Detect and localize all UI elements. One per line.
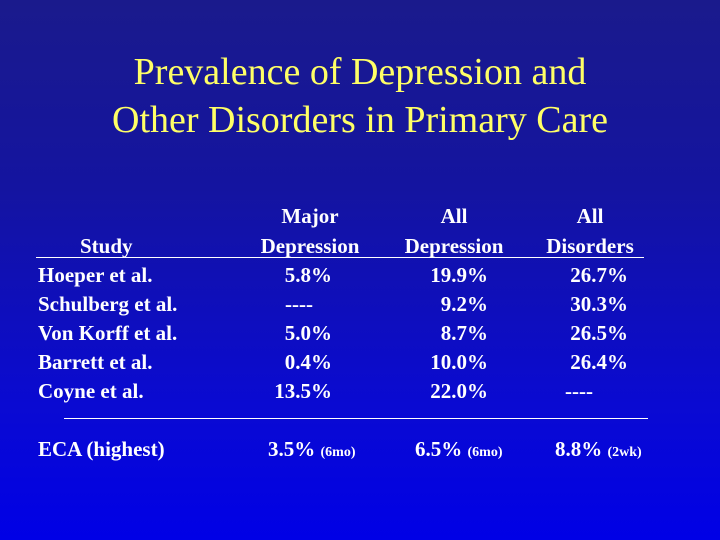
row-study: Von Korff et al.: [38, 321, 178, 345]
eca-all-depression-note: (6mo): [467, 445, 503, 460]
row-major: 0.4%: [284, 350, 332, 374]
header-major-line2: Depression: [260, 234, 360, 258]
title-line-1: Prevalence of Depression and: [133, 51, 587, 93]
title-line-2: Other Disorders in Primary Care: [112, 99, 608, 141]
header-all-depression-line2: Depression: [404, 234, 504, 258]
header-study: Study: [80, 234, 133, 258]
row-study: Hoeper et al.: [38, 263, 153, 287]
row-major: 5.0%: [284, 321, 332, 345]
header-all-disorders-line1: All: [576, 204, 604, 228]
row-major: 13.5%: [274, 379, 332, 403]
row-all-disorders: 30.3%: [570, 292, 628, 316]
slide-title: Prevalence of Depression and Other Disor…: [0, 48, 720, 144]
row-all-depression: 19.9%: [430, 263, 488, 287]
row-all-disorders: ----: [565, 379, 593, 403]
row-all-depression: 8.7%: [440, 321, 488, 345]
row-all-disorders: 26.7%: [570, 263, 628, 287]
row-all-disorders: 26.5%: [570, 321, 628, 345]
header-all-disorders-line2: Disorders: [546, 234, 634, 258]
row-all-disorders: 26.4%: [570, 350, 628, 374]
row-all-depression: 10.0%: [430, 350, 488, 374]
header-major-line1: Major: [281, 204, 339, 228]
eca-label: ECA (highest): [38, 437, 165, 461]
header-underline: [36, 257, 644, 258]
header-all-depression-line1: All: [440, 204, 468, 228]
row-all-depression: 22.0%: [430, 379, 488, 403]
row-major: 5.8%: [284, 263, 332, 287]
eca-all-disorders-value: 8.8%: [555, 437, 603, 461]
eca-major-note: (6mo): [320, 445, 356, 460]
eca-major-depression: 3.5% (6mo): [268, 437, 356, 465]
table-divider: [64, 418, 648, 419]
eca-all-depression-value: 6.5%: [415, 437, 463, 461]
eca-major-value: 3.5%: [268, 437, 316, 461]
eca-all-disorders-note: (2wk): [607, 445, 642, 460]
row-study: Coyne et al.: [38, 379, 144, 403]
eca-all-depression: 6.5% (6mo): [415, 437, 503, 465]
eca-all-disorders: 8.8% (2wk): [555, 437, 642, 465]
row-study: Schulberg et al.: [38, 292, 178, 316]
row-all-depression: 9.2%: [440, 292, 488, 316]
row-study: Barrett et al.: [38, 350, 153, 374]
row-major: ----: [285, 292, 313, 316]
